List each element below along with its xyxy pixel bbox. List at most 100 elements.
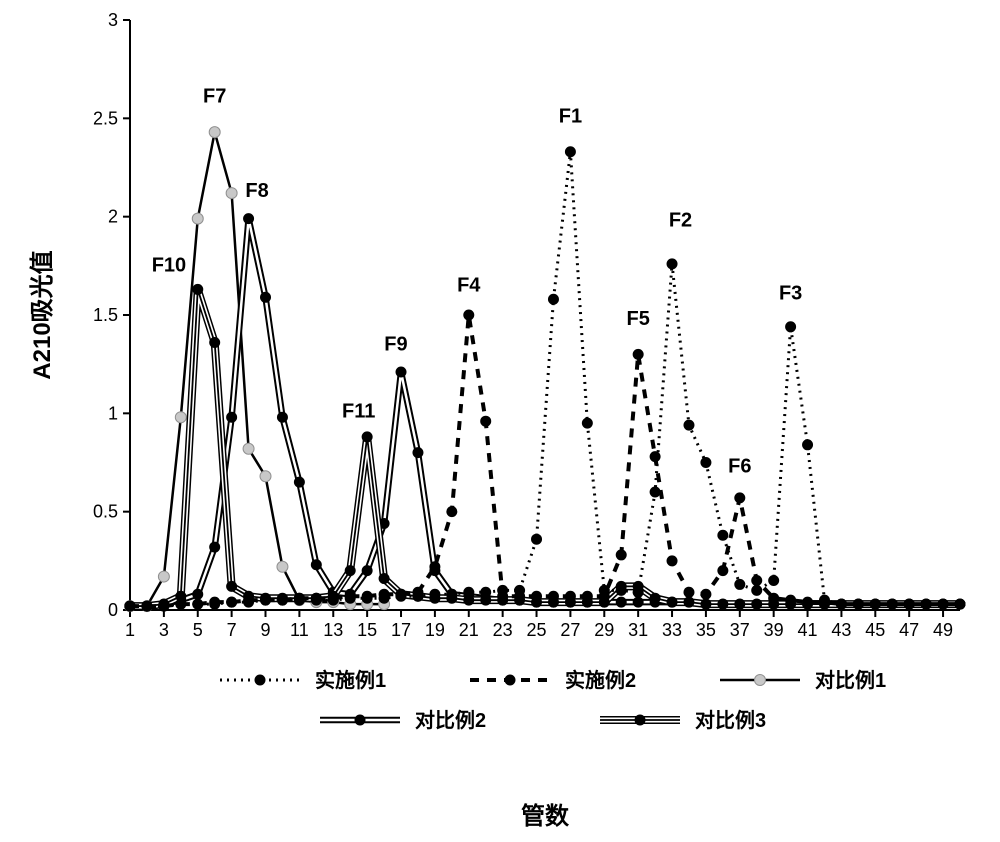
series-marker-s1: [633, 587, 643, 597]
series-marker-s1: [684, 420, 694, 430]
series-marker-s1: [277, 595, 287, 605]
series-marker-s1: [328, 595, 338, 605]
peak-label: F1: [559, 105, 582, 127]
y-axis-label: A210吸光值: [28, 250, 56, 379]
series-marker-s1: [498, 585, 508, 595]
series-marker-c3: [650, 593, 660, 603]
series-marker-s1: [142, 601, 152, 611]
series-marker-c1: [277, 561, 288, 572]
x-tick-label: 43: [831, 620, 851, 640]
series-marker-c1: [243, 443, 254, 454]
series-marker-s2: [532, 591, 542, 601]
series-marker-c3: [701, 599, 711, 609]
series-marker-c1: [260, 471, 271, 482]
series-marker-s1: [193, 599, 203, 609]
series-marker-c2: [311, 560, 321, 570]
series-marker-s1: [735, 579, 745, 589]
series-marker-s2: [786, 595, 796, 605]
series-marker-s1: [769, 576, 779, 586]
series-marker-c3: [735, 599, 745, 609]
series-line-c3: [130, 289, 960, 606]
series-marker-c1: [209, 127, 220, 138]
x-tick-label: 31: [628, 620, 648, 640]
series-marker-s1: [311, 595, 321, 605]
legend-label-c2: 对比例2: [415, 708, 486, 732]
series-marker-s1: [413, 591, 423, 601]
series-marker-s1: [244, 597, 254, 607]
series-marker-c1: [175, 412, 186, 423]
series-marker-s2: [701, 589, 711, 599]
series-marker-c1: [226, 188, 237, 199]
x-tick-label: 7: [227, 620, 237, 640]
peak-label: F10: [152, 255, 186, 277]
peak-label: F4: [457, 274, 481, 296]
series-marker-c2: [277, 412, 287, 422]
y-tick-label: 0.5: [93, 502, 118, 522]
series-marker-c1: [158, 571, 169, 582]
series-marker-c2: [261, 292, 271, 302]
x-tick-label: 35: [696, 620, 716, 640]
series-marker-s2: [633, 349, 643, 359]
peak-label: F8: [245, 180, 268, 202]
series-marker-c3: [345, 566, 355, 576]
series-marker-s1: [955, 599, 965, 609]
series-marker-s2: [582, 591, 592, 601]
x-tick-label: 21: [459, 620, 479, 640]
series-marker-c3: [667, 597, 677, 607]
series-marker-s1: [650, 487, 660, 497]
series-marker-s1: [752, 585, 762, 595]
y-tick-label: 3: [108, 10, 118, 30]
series-marker-c2: [362, 566, 372, 576]
x-tick-label: 47: [899, 620, 919, 640]
series-marker-s2: [752, 576, 762, 586]
series-marker-s1: [379, 593, 389, 603]
series-marker-c2: [244, 214, 254, 224]
series-marker-s2: [667, 556, 677, 566]
x-tick-label: 41: [798, 620, 818, 640]
series-marker-c2: [210, 542, 220, 552]
series-marker-s1: [210, 599, 220, 609]
series-marker-s1: [786, 322, 796, 332]
series-marker-s2: [718, 566, 728, 576]
series-line-s1: [130, 152, 960, 606]
y-tick-label: 0: [108, 600, 118, 620]
series-marker-s1: [667, 259, 677, 269]
series-marker-s1: [887, 599, 897, 609]
x-tick-label: 13: [323, 620, 343, 640]
series-marker-s2: [735, 493, 745, 503]
peak-label: F6: [728, 455, 751, 477]
series-marker-s1: [803, 440, 813, 450]
series-marker-c2: [193, 589, 203, 599]
series-marker-s1: [938, 599, 948, 609]
x-tick-label: 5: [193, 620, 203, 640]
x-tick-label: 33: [662, 620, 682, 640]
series-marker-s1: [396, 591, 406, 601]
series-marker-s2: [650, 452, 660, 462]
series-marker-c3: [684, 597, 694, 607]
series-marker-c2: [616, 597, 626, 607]
series-marker-s2: [548, 591, 558, 601]
peak-label: F7: [203, 86, 226, 108]
series-marker-c3: [718, 599, 728, 609]
series-marker-s1: [616, 585, 626, 595]
series-marker-s1: [227, 597, 237, 607]
series-marker-c3: [193, 284, 203, 294]
series-marker-c3: [227, 581, 237, 591]
legend-label-c1: 对比例1: [815, 668, 886, 692]
line-chart: 00.511.522.53135791113151719212325272931…: [0, 0, 1000, 842]
series-marker-s1: [481, 587, 491, 597]
series-marker-c3: [379, 574, 389, 584]
series-marker-c2: [294, 477, 304, 487]
x-tick-label: 37: [730, 620, 750, 640]
y-tick-label: 1: [108, 403, 118, 423]
series-marker-s1: [159, 601, 169, 611]
x-tick-label: 19: [425, 620, 445, 640]
series-marker-s1: [718, 530, 728, 540]
x-tick-label: 39: [764, 620, 784, 640]
series-marker-s1: [565, 147, 575, 157]
series-marker-s2: [464, 310, 474, 320]
series-marker-s1: [548, 294, 558, 304]
y-tick-label: 2.5: [93, 108, 118, 128]
series-marker-c2: [396, 367, 406, 377]
peak-label: F11: [342, 400, 375, 422]
